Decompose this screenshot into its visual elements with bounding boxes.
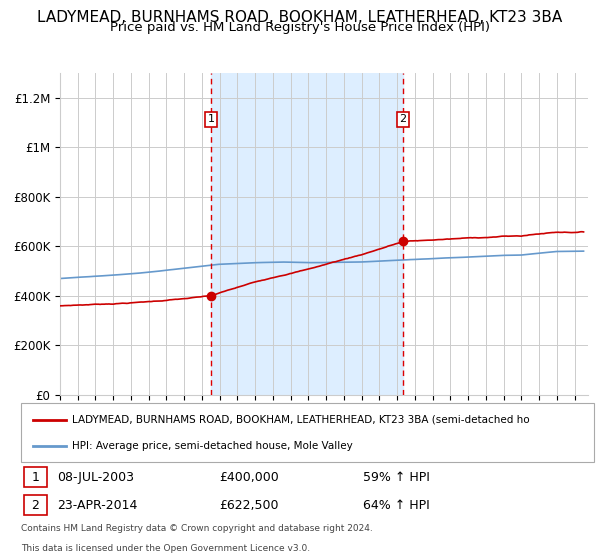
Text: £622,500: £622,500 [219,498,278,512]
Text: 08-JUL-2003: 08-JUL-2003 [57,470,134,484]
Text: Contains HM Land Registry data © Crown copyright and database right 2024.: Contains HM Land Registry data © Crown c… [21,524,373,533]
Bar [211,73,403,395]
Text: LADYMEAD, BURNHAMS ROAD, BOOKHAM, LEATHERHEAD, KT23 3BA: LADYMEAD, BURNHAMS ROAD, BOOKHAM, LEATHE… [37,10,563,25]
Text: LADYMEAD, BURNHAMS ROAD, BOOKHAM, LEATHERHEAD, KT23 3BA (semi-detached ho: LADYMEAD, BURNHAMS ROAD, BOOKHAM, LEATHE… [72,414,530,424]
Text: 2: 2 [31,498,40,512]
Text: 2: 2 [400,114,406,124]
Text: HPI: Average price, semi-detached house, Mole Valley: HPI: Average price, semi-detached house,… [72,441,353,451]
Text: 64% ↑ HPI: 64% ↑ HPI [363,498,430,512]
Text: 23-APR-2014: 23-APR-2014 [57,498,137,512]
Text: This data is licensed under the Open Government Licence v3.0.: This data is licensed under the Open Gov… [21,544,310,553]
Text: 1: 1 [31,470,40,484]
Text: Price paid vs. HM Land Registry's House Price Index (HPI): Price paid vs. HM Land Registry's House … [110,21,490,34]
Text: 59% ↑ HPI: 59% ↑ HPI [363,470,430,484]
Text: 1: 1 [208,114,215,124]
Text: £400,000: £400,000 [219,470,279,484]
